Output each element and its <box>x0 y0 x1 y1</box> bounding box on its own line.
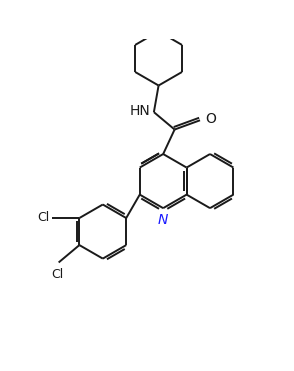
Text: Cl: Cl <box>37 211 49 224</box>
Text: Cl: Cl <box>51 268 63 281</box>
Text: N: N <box>158 213 168 227</box>
Text: O: O <box>205 112 216 126</box>
Text: HN: HN <box>130 104 150 118</box>
